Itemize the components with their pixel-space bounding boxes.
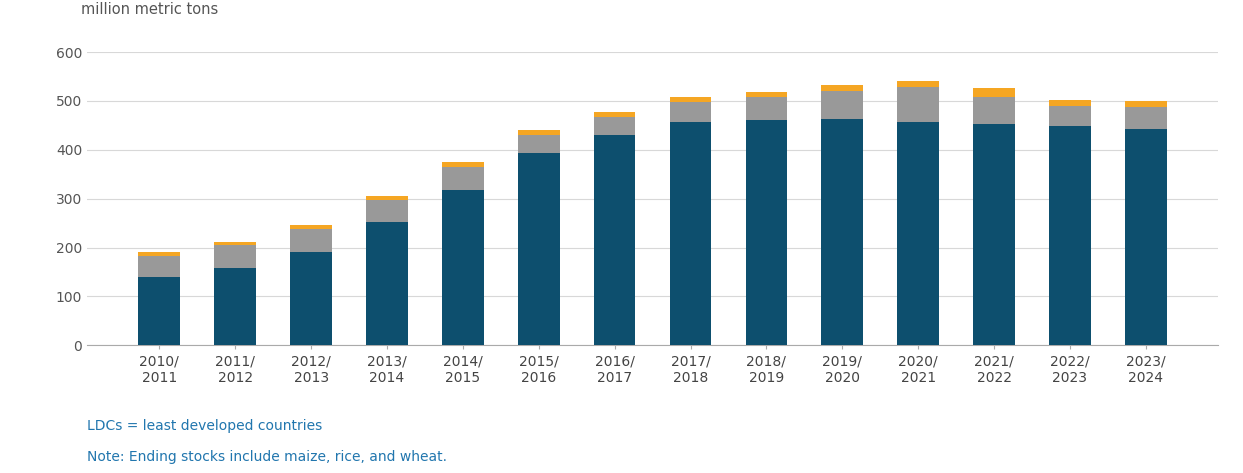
Bar	[138, 277, 180, 345]
Bar	[746, 92, 787, 97]
Bar	[138, 253, 180, 256]
Bar	[367, 196, 408, 200]
Bar	[290, 229, 332, 253]
Bar	[670, 102, 711, 123]
Bar	[290, 225, 332, 229]
Bar	[973, 97, 1016, 124]
Bar	[1125, 101, 1167, 107]
Bar	[518, 130, 559, 135]
Bar	[973, 88, 1016, 97]
Bar	[443, 167, 484, 190]
Bar	[214, 268, 256, 345]
Bar	[594, 135, 635, 345]
Bar	[973, 124, 1016, 345]
Bar	[367, 200, 408, 222]
Bar	[518, 153, 559, 345]
Text: Note: Ending stocks include maize, rice, and wheat.: Note: Ending stocks include maize, rice,…	[87, 449, 447, 464]
Bar	[214, 242, 256, 245]
Bar	[670, 123, 711, 345]
Bar	[822, 85, 863, 91]
Bar	[897, 123, 938, 345]
Bar	[443, 163, 484, 167]
Bar	[518, 135, 559, 153]
Bar	[214, 245, 256, 268]
Bar	[594, 117, 635, 135]
Bar	[1049, 100, 1091, 106]
Bar	[138, 256, 180, 277]
Bar	[746, 97, 787, 121]
Bar	[1049, 126, 1091, 345]
Bar	[1125, 129, 1167, 345]
Bar	[822, 91, 863, 120]
Text: LDCs = least developed countries: LDCs = least developed countries	[87, 419, 322, 433]
Bar	[290, 253, 332, 345]
Bar	[1125, 107, 1167, 129]
Bar	[367, 222, 408, 345]
Text: million metric tons: million metric tons	[81, 2, 219, 17]
Bar	[1049, 106, 1091, 126]
Bar	[670, 97, 711, 102]
Bar	[822, 120, 863, 345]
Bar	[897, 87, 938, 123]
Bar	[594, 112, 635, 117]
Bar	[443, 190, 484, 345]
Bar	[897, 81, 938, 87]
Bar	[746, 121, 787, 345]
